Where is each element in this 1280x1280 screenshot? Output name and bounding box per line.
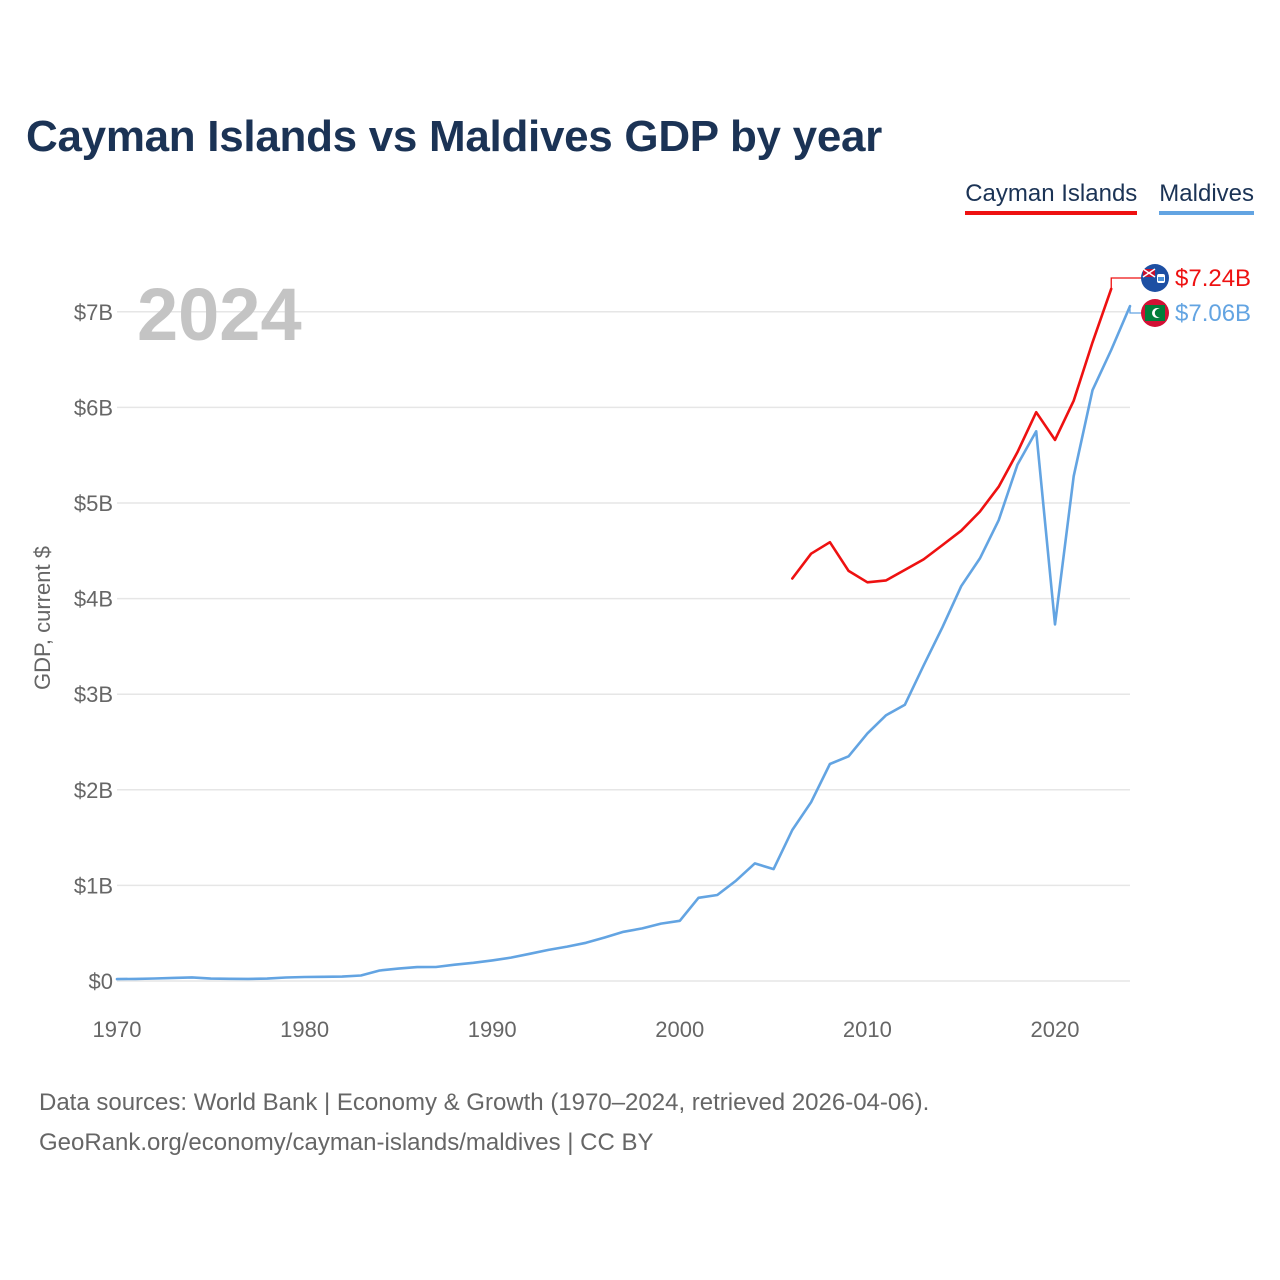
x-axis-ticks: 1970 1980 1990 2000 2010 2020 — [93, 1017, 1080, 1042]
source-line-1: Data sources: World Bank | Economy & Gro… — [39, 1089, 930, 1116]
y-tick-label: $3B — [74, 682, 113, 707]
series-lines — [115, 287, 1132, 981]
x-tick-label: 1980 — [280, 1017, 329, 1042]
y-tick-label: $2B — [74, 778, 113, 803]
legend-item-cayman-islands[interactable]: Cayman Islands — [965, 180, 1138, 215]
page-title: Cayman Islands vs Maldives GDP by year — [26, 112, 882, 161]
series-line-cayman-islands — [790, 287, 1113, 584]
year-label: 2024 — [137, 273, 302, 356]
source-line-2[interactable]: GeoRank.org/economy/cayman-islands/maldi… — [39, 1129, 654, 1156]
end-value-label: $7.06B — [1175, 300, 1251, 327]
legend: Cayman Islands Maldives — [965, 180, 1254, 215]
legend-item-maldives[interactable]: Maldives — [1159, 180, 1254, 215]
label-leader-line — [1129, 306, 1142, 314]
x-tick-label: 1970 — [93, 1017, 142, 1042]
y-axis-label: GDP, current $ — [30, 546, 55, 690]
y-tick-label: $4B — [74, 587, 113, 612]
end-value-label: $7.24B — [1175, 265, 1251, 292]
y-tick-label: $1B — [74, 873, 113, 898]
y-tick-label: $7B — [74, 300, 113, 325]
gridlines — [117, 311, 1130, 982]
y-tick-label: $6B — [74, 395, 113, 420]
x-tick-label: 2000 — [655, 1017, 704, 1042]
x-tick-label: 2020 — [1030, 1017, 1079, 1042]
cayman-islands-flag-icon — [1141, 264, 1169, 292]
maldives-flag-icon — [1141, 299, 1169, 327]
series-line-maldives — [115, 304, 1132, 981]
x-tick-label: 2010 — [843, 1017, 892, 1042]
end-labels: $7.24B $7.06B — [1110, 264, 1251, 327]
y-tick-label: $0 — [89, 969, 113, 994]
label-leader-line — [1110, 277, 1142, 289]
y-axis-ticks: $0 $1B $2B $3B $4B $5B $6B $7B — [74, 300, 113, 994]
source-note: Data sources: World Bank | Economy & Gro… — [39, 1083, 929, 1163]
x-tick-label: 1990 — [468, 1017, 517, 1042]
y-tick-label: $5B — [74, 491, 113, 516]
